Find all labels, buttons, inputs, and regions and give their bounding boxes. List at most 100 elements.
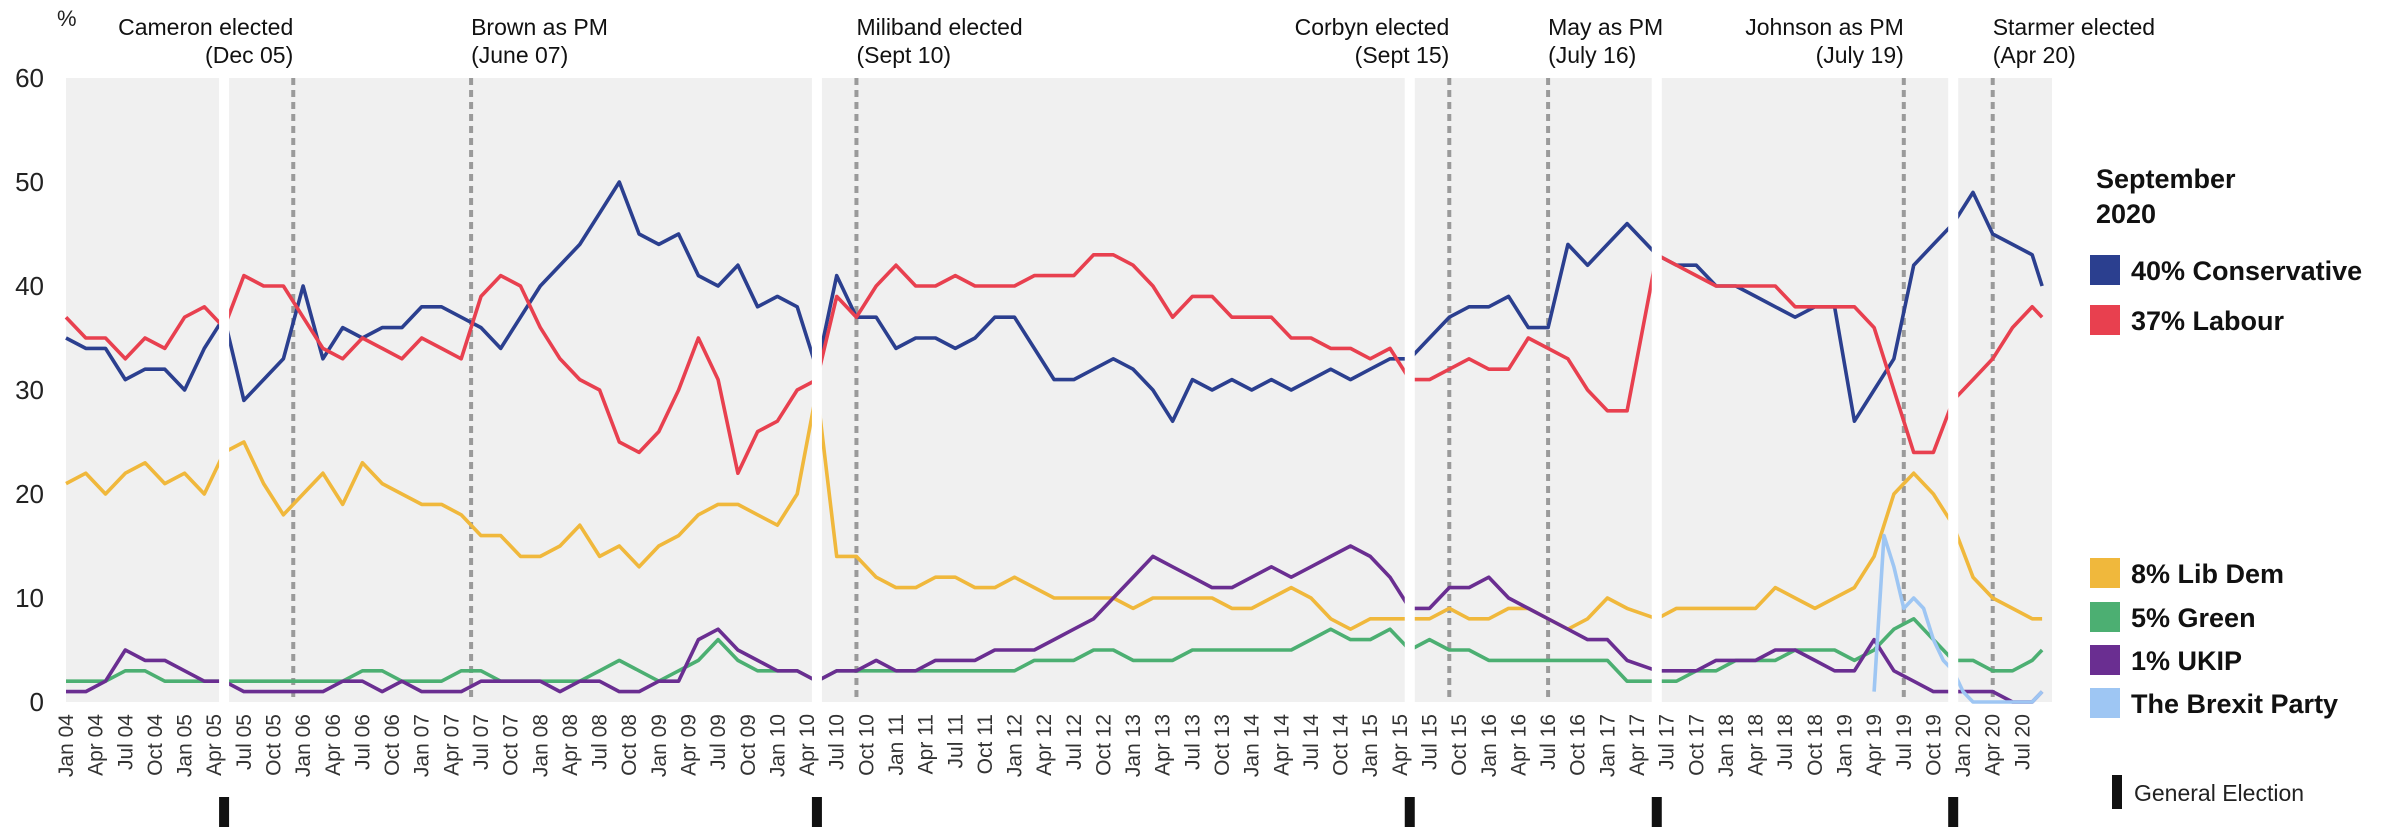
event-label: May as PM <box>1548 14 1663 40</box>
x-tick-label: Jan 16 <box>1478 714 1501 777</box>
y-tick-label: 40 <box>15 271 44 301</box>
x-tick-label: Jul 08 <box>589 714 612 770</box>
x-tick-label: Jan 11 <box>885 714 908 776</box>
x-tick-label: Apr 08 <box>559 714 582 776</box>
general-election-marker <box>1404 797 1415 827</box>
event-date-label: (July 16) <box>1548 42 1636 68</box>
legend-label-conservative: 40% Conservative <box>2131 256 2362 286</box>
general-election-legend-marker <box>2112 775 2122 809</box>
x-tick-label: Apr 12 <box>1033 714 1056 776</box>
x-tick-label: Jan 06 <box>292 714 315 777</box>
series-lines <box>64 180 2044 704</box>
series-line-labour <box>64 253 2044 475</box>
legend-swatch-lib-dem <box>2090 558 2120 588</box>
x-tick-label: Apr 09 <box>678 714 701 776</box>
legend-swatch-labour <box>2090 305 2120 335</box>
general-election-marker <box>1948 797 1959 827</box>
event-date-label: (Apr 20) <box>1993 42 2076 68</box>
x-tick-label: Oct 15 <box>1448 714 1471 776</box>
legend-title: September <box>2096 164 2236 194</box>
legend-label-the-brexit-party: The Brexit Party <box>2131 689 2338 719</box>
legend-label-lib-dem: 8% Lib Dem <box>2131 559 2284 589</box>
legend-label-green: 5% Green <box>2131 603 2256 633</box>
election-gap <box>1948 78 1959 702</box>
x-tick-label: Apr 13 <box>1152 714 1175 776</box>
x-tick-label: Jan 07 <box>411 714 434 777</box>
event-label: Starmer elected <box>1993 14 2155 40</box>
legend-swatch-conservative <box>2090 255 2120 285</box>
x-tick-label: Oct 04 <box>144 714 167 776</box>
x-tick-label: Jan 18 <box>1715 714 1738 777</box>
x-tick-label: Oct 06 <box>381 714 404 776</box>
series-line-ukip <box>66 544 2044 704</box>
x-tick-label: Apr 14 <box>1270 714 1293 776</box>
x-tick-label: Apr 06 <box>322 714 345 776</box>
legend-swatch-ukip <box>2090 645 2120 675</box>
y-tick-label: 60 <box>15 63 44 93</box>
general-election-legend-label: General Election <box>2134 780 2304 806</box>
series-line-lib-dem <box>65 388 2043 631</box>
x-tick-label: Jul 17 <box>1656 714 1679 770</box>
legend-subtitle: 2020 <box>2096 199 2156 229</box>
x-tick-label: Apr 19 <box>1863 714 1886 776</box>
election-gap <box>811 78 822 702</box>
x-tick-label: Jul 20 <box>2011 714 2034 770</box>
x-tick-label: Apr 10 <box>796 714 819 776</box>
event-label: Brown as PM <box>471 14 608 40</box>
x-tick-label: Jan 10 <box>766 714 789 777</box>
x-tick-label: Jan 13 <box>1122 714 1145 777</box>
y-unit-label: % <box>57 6 77 31</box>
x-tick-label: Jul 11 <box>944 714 967 768</box>
x-tick-label: Oct 14 <box>1330 714 1353 776</box>
x-tick-label: Apr 17 <box>1626 714 1649 776</box>
x-tick-label: Jan 08 <box>529 714 552 777</box>
x-tick-label: Jul 16 <box>1537 714 1560 770</box>
event-markers: Cameron elected(Dec 05) Brown as PM(June … <box>118 14 2155 702</box>
general-election-marker <box>1651 797 1662 827</box>
x-tick-label: Oct 16 <box>1567 714 1590 776</box>
y-tick-label: 20 <box>15 479 44 509</box>
x-tick-label: Jan 05 <box>174 714 197 777</box>
x-tick-label: Jul 04 <box>114 714 137 770</box>
x-tick-label: Jul 07 <box>470 714 493 770</box>
x-tick-label: Jan 09 <box>648 714 671 777</box>
axes: 0 10 20 30 40 50 60% Jan 04 Apr 04 Jul 04 Oct 04 Ja… <box>15 6 2034 777</box>
legend-label-labour: 37% Labour <box>2131 306 2285 336</box>
x-tick-label: Oct 07 <box>500 714 523 776</box>
legend-swatch-the-brexit-party <box>2090 688 2120 718</box>
x-tick-label: Oct 09 <box>737 714 760 776</box>
event-label: Miliband elected <box>856 14 1022 40</box>
x-tick-label: Oct 12 <box>1093 714 1116 776</box>
election-gap <box>1651 78 1662 702</box>
x-tick-label: Oct 10 <box>855 714 878 776</box>
x-tick-label: Oct 13 <box>1211 714 1234 776</box>
x-tick-label: Oct 18 <box>1804 714 1827 776</box>
x-tick-label: Jul 06 <box>351 714 374 770</box>
x-tick-label: Apr 11 <box>915 714 938 774</box>
election-gap <box>219 78 230 702</box>
x-tick-label: Apr 20 <box>1982 714 2005 776</box>
y-tick-label: 50 <box>15 167 44 197</box>
event-date-label: (Sept 10) <box>856 42 951 68</box>
x-tick-label: Jan 17 <box>1596 714 1619 777</box>
event-date-label: (June 07) <box>471 42 568 68</box>
event-label: Cameron elected <box>118 14 293 40</box>
x-tick-label: Jul 14 <box>1300 714 1323 770</box>
x-tick-label: Jul 19 <box>1893 714 1916 770</box>
x-tick-label: Apr 04 <box>85 714 108 776</box>
x-tick-label: Jan 04 <box>55 714 78 777</box>
series-line-green <box>66 617 2044 683</box>
x-tick-label: Jan 14 <box>1241 714 1264 777</box>
event-date-label: (Sept 15) <box>1355 42 1450 68</box>
y-tick-label: 30 <box>15 375 44 405</box>
general-election-marker <box>219 797 230 827</box>
x-tick-label: Jul 13 <box>1181 714 1204 770</box>
election-gap <box>1404 78 1415 702</box>
x-tick-label: Jan 15 <box>1359 714 1382 777</box>
x-tick-label: Jul 09 <box>707 714 730 770</box>
x-tick-label: Jan 19 <box>1834 714 1857 777</box>
x-tick-label: Apr 16 <box>1507 714 1530 776</box>
x-tick-label: Jul 18 <box>1774 714 1797 770</box>
election-gaps <box>219 78 1959 702</box>
